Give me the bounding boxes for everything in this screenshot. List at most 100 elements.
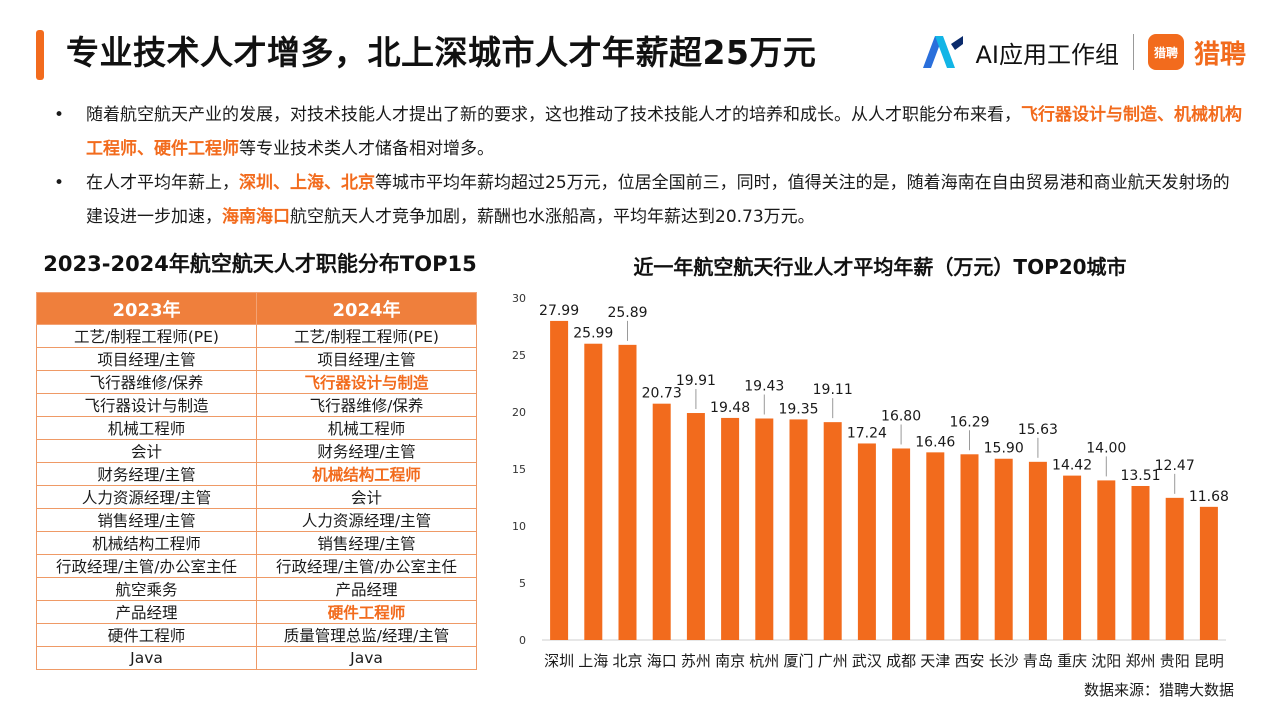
bar [550, 320, 569, 640]
x-tick-label: 海口 [647, 652, 677, 670]
bar-value-label: 17.24 [847, 425, 887, 441]
highlighted-text: 深圳、上海、北京 [239, 173, 375, 193]
cell-2023: 机械工程师 [36, 416, 257, 440]
cell-2023: 项目经理/主管 [36, 347, 257, 371]
x-tick-label: 重庆 [1057, 652, 1087, 670]
bar-value-label: 15.63 [1018, 422, 1058, 438]
bar [960, 454, 979, 640]
bar [584, 343, 603, 640]
table-row: 飞行器维修/保养 飞行器设计与制造 [36, 370, 477, 394]
bar [1063, 475, 1082, 640]
cell-2023: 飞行器维修/保养 [36, 370, 257, 394]
table-row: 销售经理/主管 人力资源经理/主管 [36, 508, 477, 532]
table-header-2023: 2023年 [36, 292, 257, 325]
y-tick-label: 25 [512, 349, 526, 362]
bar-value-label: 19.91 [676, 373, 716, 389]
bullet-text-segment: 航空航天人才竞争加剧，薪酬也水涨船高，平均年薪达到20.73万元。 [290, 207, 815, 227]
x-tick-label: 郑州 [1125, 652, 1155, 670]
bar-value-label: 27.99 [539, 303, 579, 319]
table-row: 行政经理/主管/办公室主任 行政经理/主管/办公室主任 [36, 554, 477, 578]
liepin-logo-icon: 猎聘 [1147, 34, 1184, 70]
x-tick-label: 武汉 [852, 652, 882, 670]
cell-2023: 行政经理/主管/办公室主任 [36, 554, 257, 578]
table-row: 人力资源经理/主管 会计 [36, 485, 477, 509]
x-tick-label: 成都 [886, 652, 916, 670]
bullet-text: 随着航空航天产业的发展，对技术技能人才提出了新的要求，这也推动了技术技能人才的培… [86, 98, 1242, 166]
chart-title: 近一年航空航天行业人才平均年薪（万元）TOP20城市 [633, 255, 1127, 279]
cell-2024: 飞行器设计与制造 [256, 370, 477, 394]
cell-2023: 机械结构工程师 [36, 531, 257, 555]
cell-2023: 航空乘务 [36, 577, 257, 601]
x-tick-label: 青岛 [1023, 652, 1053, 670]
bar [857, 443, 876, 640]
y-tick-label: 30 [512, 292, 526, 305]
x-tick-label: 广州 [818, 652, 848, 670]
x-tick-label: 杭州 [749, 652, 779, 670]
bar-value-label: 14.00 [1086, 440, 1126, 456]
bar [1131, 485, 1150, 640]
x-tick-label: 天津 [920, 652, 950, 670]
bar-value-label: 12.47 [1155, 458, 1195, 474]
table-row: 机械工程师 机械工程师 [36, 416, 477, 440]
x-tick-label: 贵阳 [1160, 652, 1190, 670]
bar-value-label: 19.11 [813, 382, 853, 398]
bar-value-label: 11.68 [1189, 489, 1229, 505]
bar-value-label: 25.89 [607, 305, 647, 321]
x-tick-label: 沈阳 [1091, 652, 1121, 670]
cell-2024: 机械结构工程师 [256, 462, 477, 486]
liepin-brand-label: 猎聘 [1193, 39, 1246, 70]
cell-2023: 人力资源经理/主管 [36, 485, 257, 509]
bar-value-label: 19.48 [710, 400, 750, 416]
bullet-text-segment: 在人才平均年薪上， [86, 173, 239, 193]
bar-value-label: 25.99 [573, 326, 613, 342]
bar [789, 419, 808, 640]
bar [686, 413, 705, 640]
bar-value-label: 19.43 [744, 378, 784, 394]
table-row: 硬件工程师 质量管理总监/经理/主管 [36, 623, 477, 647]
x-tick-label: 深圳 [544, 652, 574, 670]
bar [652, 403, 671, 640]
cell-2023: 工艺/制程工程师(PE) [36, 324, 257, 348]
cell-2024: 项目经理/主管 [256, 347, 477, 371]
bar [755, 418, 774, 640]
bullet-item: • 随着航空航天产业的发展，对技术技能人才提出了新的要求，这也推动了技术技能人才的… [52, 98, 1242, 166]
table-title: 2023-2024年航空航天人才职能分布TOP15 [43, 252, 477, 276]
cell-2023: 飞行器设计与制造 [36, 393, 257, 417]
cell-2024: 行政经理/主管/办公室主任 [256, 554, 477, 578]
cell-2024: 产品经理 [256, 577, 477, 601]
bar [1165, 497, 1184, 640]
table-row: Java Java [36, 646, 477, 670]
cell-2024: 人力资源经理/主管 [256, 508, 477, 532]
x-tick-label: 苏州 [681, 652, 711, 670]
x-tick-label: 南京 [715, 652, 745, 670]
y-tick-label: 0 [519, 634, 526, 647]
bar-value-label: 19.35 [778, 401, 818, 417]
cell-2024: 销售经理/主管 [256, 531, 477, 555]
table-row: 飞行器设计与制造 飞行器维修/保养 [36, 393, 477, 417]
ai-logo-icon [923, 36, 964, 68]
bar-value-label: 16.29 [949, 414, 989, 430]
bar [926, 452, 945, 640]
cell-2024: 质量管理总监/经理/主管 [256, 623, 477, 647]
data-source: 数据来源：猎聘大数据 [1083, 681, 1234, 699]
table-row: 会计 财务经理/主管 [36, 439, 477, 463]
bullet-dot: • [54, 173, 65, 193]
bullet-text-segment: 等专业技术类人才储备相对增多。 [239, 139, 494, 159]
brand-divider [1132, 34, 1134, 70]
bar-value-label: 13.51 [1120, 468, 1160, 484]
bar [823, 422, 842, 640]
bullet-dot: • [54, 105, 65, 125]
bar-value-label: 15.90 [984, 441, 1024, 457]
bullet-item: • 在人才平均年薪上，深圳、上海、北京等城市平均年薪均超过25万元，位居全国前三，… [52, 166, 1242, 234]
bar [1199, 506, 1218, 640]
talent-function-table: 2023年 2024年 工艺/制程工程师(PE) 工艺/制程工程师(PE) 项目经理… [36, 292, 477, 670]
cell-2023: Java [36, 646, 257, 670]
cell-2024: 机械工程师 [256, 416, 477, 440]
highlighted-text: 飞行器设计与制造、机械机构工程师、硬件工程师 [86, 105, 1242, 159]
y-tick-label: 15 [512, 463, 526, 476]
title-accent-bar [36, 30, 44, 80]
bar [721, 417, 740, 640]
table-row: 机械结构工程师 销售经理/主管 [36, 531, 477, 555]
cell-2024: 会计 [256, 485, 477, 509]
x-tick-label: 昆明 [1194, 652, 1224, 670]
